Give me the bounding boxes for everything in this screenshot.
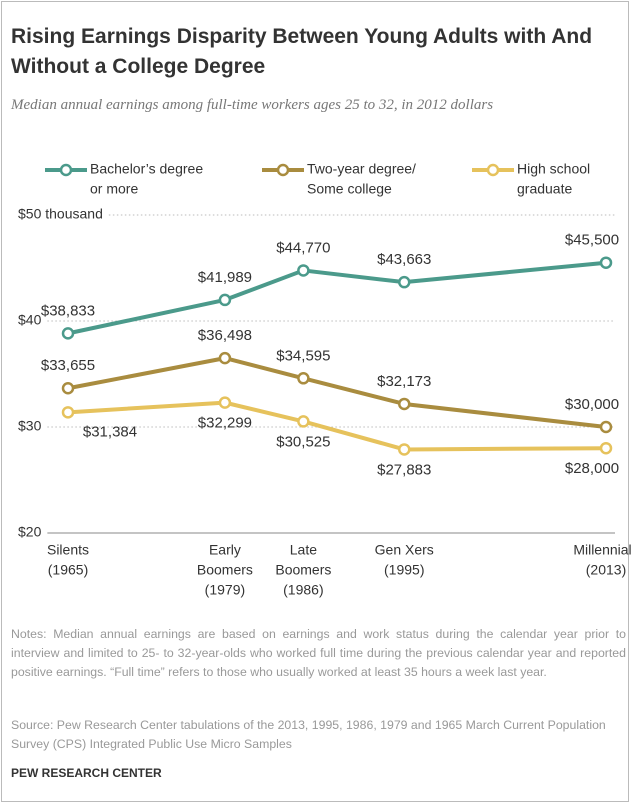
data-point [398,443,411,456]
data-label: $44,770 [276,239,330,256]
x-tick-label: (1965) [48,562,88,578]
x-tick-label: Silents [47,542,89,558]
data-label: $36,498 [198,327,252,344]
x-tick-label: Millennials [573,542,632,558]
y-tick-label: $20 [18,524,42,540]
data-label: $32,173 [377,373,431,390]
data-point [297,264,310,277]
data-point [218,351,232,365]
notes: Notes: Median annual earnings are based … [11,627,626,679]
legend-label: Some college [307,181,392,197]
chart: $50 thousand $40 $30 $20 Silents (1965) Early B… [18,161,632,598]
legend-label: Two-year degree/ [307,161,416,177]
data-point [599,420,613,434]
legend-label: or more [90,181,138,197]
chart-subtitle: Median annual earnings among full-time w… [11,97,494,113]
x-tick-label: Boomers [197,562,253,578]
data-point [599,256,613,269]
data-point [297,415,310,428]
legend-label: Bachelor’s degree [90,161,203,177]
data-label: $31,384 [83,423,137,440]
data-point [218,396,232,409]
data-label: $33,655 [41,357,95,374]
x-tick-label: Boomers [275,562,331,578]
data-label: $27,883 [377,461,431,478]
data-point [218,293,232,307]
y-tick-label: $40 [18,312,42,328]
series-line [67,400,607,452]
legend-swatch-marker [59,163,73,177]
data-label: $41,989 [198,269,252,286]
legend-label: graduate [517,181,572,197]
data-point [61,406,75,419]
footer: PEW RESEARCH CENTER [11,766,162,780]
source: Source: Pew Research Center tabulations … [11,718,606,751]
data-label: $34,595 [276,347,330,364]
data-point [297,372,310,385]
legend-label: High school [517,161,590,177]
x-tick-label: (1995) [384,562,424,578]
x-tick-label: (1986) [283,582,323,598]
y-tick-label: $30 [18,418,42,434]
data-label: $30,000 [565,396,619,413]
x-tick-label: Gen Xers [375,542,434,558]
chart-title: Rising Earnings Disparity Between Young … [11,25,593,78]
data-label: $32,299 [198,415,252,432]
data-point [599,441,613,455]
data-point [398,275,411,289]
series-line [67,260,607,336]
data-label: $45,500 [565,232,619,249]
x-tick-label: (1979) [205,582,245,598]
data-label: $28,000 [565,460,619,477]
x-tick-label: (2013) [586,562,626,578]
x-tick-label: Late [290,542,317,558]
data-point [398,397,411,411]
series-line [67,356,607,429]
x-tick-label: Early [209,542,241,558]
legend-swatch-marker [276,163,290,177]
y-tick-label: $50 thousand [18,206,103,222]
data-label: $43,663 [377,251,431,268]
data-point [61,382,75,395]
data-label: $30,525 [276,433,330,450]
legend-swatch-marker [486,163,500,177]
data-point [61,327,75,340]
data-label: $38,833 [41,302,95,319]
